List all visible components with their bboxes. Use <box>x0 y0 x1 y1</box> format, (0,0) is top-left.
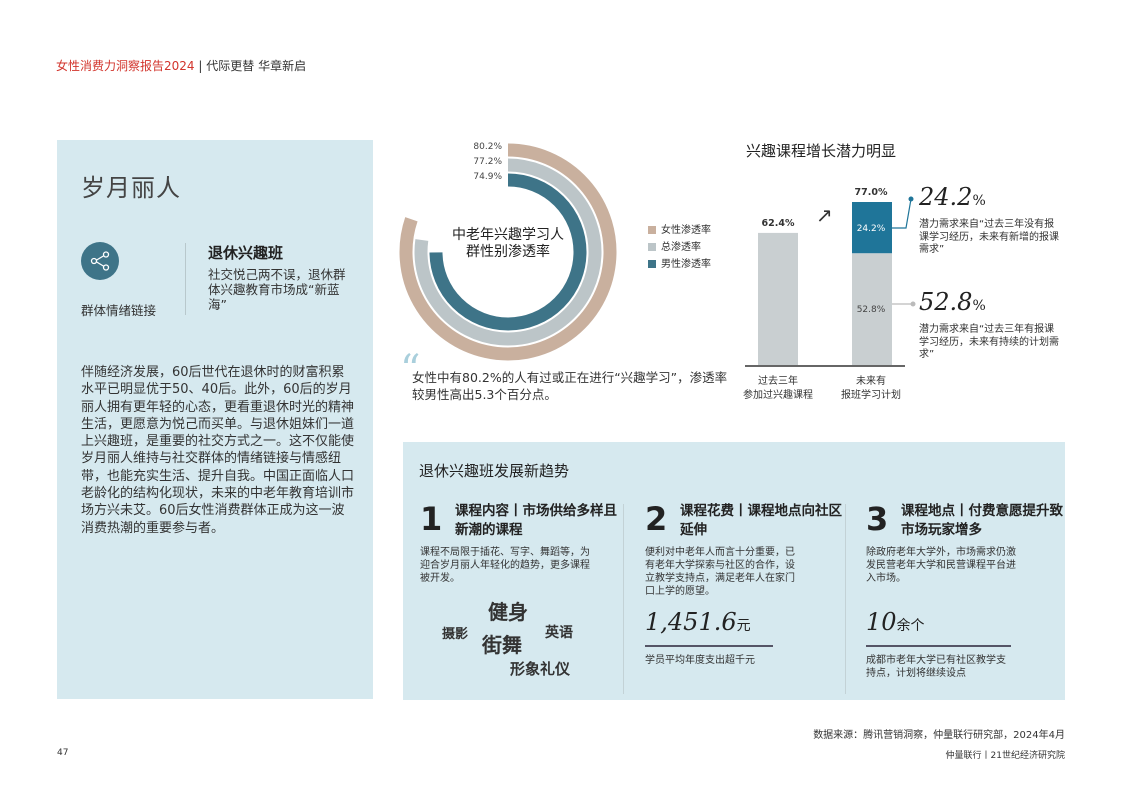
radial-bar-2 <box>429 173 587 331</box>
legend-swatch <box>648 260 656 268</box>
word-cloud-item: 健身 <box>488 600 528 624</box>
word-cloud-item: 街舞 <box>482 633 522 657</box>
donut-title: 中老年兴趣学习人群性别渗透率 <box>452 227 564 260</box>
body-text: 伴随经济发展，60后世代在退休时的财富积累水平已明显优于50、40后。此外，60… <box>81 365 355 536</box>
divider <box>866 645 1011 647</box>
icon-label: 群体情绪链接 <box>81 303 157 318</box>
donut-label-male: 74.9% <box>473 172 502 182</box>
radial-bar-0 <box>399 143 617 361</box>
segment-label-continuing: 52.8% <box>856 305 886 315</box>
baseline <box>745 365 905 367</box>
bar-total-label: 62.4% <box>761 218 795 229</box>
divider <box>623 504 624 694</box>
report-header: 女性消费力洞察报告2024 | 代际更替 华章新启 <box>56 59 307 73</box>
radial-bar-chart <box>399 143 617 361</box>
legend-item: 女性渗透率 <box>648 222 711 239</box>
callout-dot <box>910 301 916 307</box>
bar-segment <box>758 232 798 365</box>
callout-dot <box>908 196 914 202</box>
persona-title: 岁月丽人 <box>81 174 181 202</box>
trends-panel: 退休兴趣班发展新趋势 1 课程内容丨市场供给多样且新潮的课程 课程不局限于插花、… <box>403 442 1065 700</box>
callout-new: 24.2% 潜力需求来自“过去三年没有报课学习经历，未来有新增的报课需求” <box>919 183 1059 255</box>
legend-item: 总渗透率 <box>648 239 711 256</box>
callout-line <box>892 198 912 229</box>
footer-brand: 仲量联行丨21世纪经济研究院 <box>945 751 1065 761</box>
data-source: 数据来源：腾讯营销洞察，仲量联行研究部，2024年4月 <box>813 730 1065 741</box>
divider <box>185 243 186 315</box>
quote-mark-icon: “ <box>400 347 421 393</box>
word-cloud-item: 英语 <box>545 625 573 641</box>
radial-bar-1 <box>414 158 602 346</box>
word-cloud-item: 形象礼仪 <box>510 660 571 678</box>
legend-swatch <box>648 243 656 251</box>
word-cloud-item: 摄影 <box>442 627 469 642</box>
donut-label-female: 80.2% <box>473 142 502 152</box>
divider <box>645 645 773 647</box>
donut-legend: 女性渗透率 总渗透率 男性渗透率 <box>648 222 711 273</box>
section-subheading: 社交悦己两不误，退休群体兴趣教育市场成“新蓝海” <box>208 267 346 312</box>
x-label: 未来有 报班学习计划 <box>841 376 901 401</box>
bar-total-label: 77.0% <box>854 187 888 198</box>
divider <box>845 504 846 694</box>
x-label: 过去三年 参加过兴趣课程 <box>743 376 813 401</box>
bar-chart-title: 兴趣课程增长潜力明显 <box>746 142 897 160</box>
legend-swatch <box>648 226 656 234</box>
arrow-up-right-icon: ↗ <box>816 203 833 227</box>
persona-panel: 岁月丽人 群体情绪链接 退休兴趣班 社交悦己两不误，退休群体兴趣教育市场成“新蓝… <box>57 140 373 699</box>
section-heading: 退休兴趣班 <box>208 244 284 262</box>
bar-chart <box>745 196 916 367</box>
bar-segment <box>852 202 892 254</box>
segment-label-new: 24.2% <box>856 224 886 234</box>
page-number: 47 <box>57 748 69 758</box>
callout-continuing: 52.8% 潜力需求来自“过去三年有报课学习经历，未来有持续的计划需求” <box>919 288 1059 360</box>
share-icon <box>81 242 119 280</box>
trends-title: 退休兴趣班发展新趋势 <box>419 462 570 480</box>
bar-segment <box>852 253 892 365</box>
legend-item: 男性渗透率 <box>648 256 711 273</box>
donut-label-total: 77.2% <box>473 157 502 167</box>
quote-text: 女性中有80.2%的人有过或正在进行“兴趣学习”，渗透率较男性高出5.3个百分点… <box>412 370 728 402</box>
